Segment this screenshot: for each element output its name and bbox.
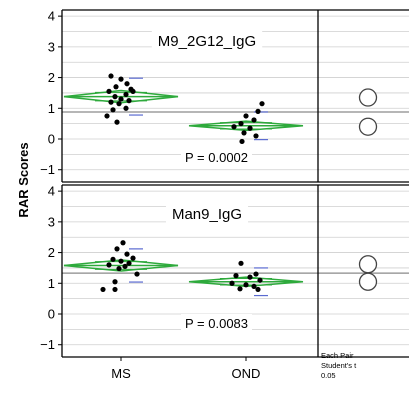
data-point-ms xyxy=(110,256,116,262)
comparison-note: Each Pair Student's t 0.05 xyxy=(321,351,357,380)
data-point-ond xyxy=(259,101,265,107)
data-point-ond xyxy=(255,286,261,293)
comparison-note-line-2: Student's t xyxy=(321,361,357,370)
y-tick-label: 2 xyxy=(48,70,55,85)
data-point-ms xyxy=(106,262,112,268)
data-point-ms xyxy=(123,91,129,98)
data-point-ms xyxy=(130,255,136,261)
panel-2: 4 3 2 1 0 −1 Man9_IgG P = 0.0083 xyxy=(40,184,409,361)
data-point-ond xyxy=(238,260,244,266)
data-point-ond xyxy=(251,117,257,123)
y-tick-label: 3 xyxy=(48,39,55,54)
data-point-ms xyxy=(100,286,106,293)
panel-1: 4 3 2 1 0 −1 M9_2G12_IgG P = 0.0002 xyxy=(40,9,409,183)
data-point-ond xyxy=(231,124,237,130)
data-point-ond xyxy=(233,273,239,279)
p-value-background xyxy=(181,314,253,333)
data-point-ms xyxy=(108,99,114,105)
comparison-circle-1 xyxy=(358,88,378,107)
comparison-note-line-3: 0.05 xyxy=(321,371,336,380)
y-tick-label: 1 xyxy=(48,276,55,291)
data-point-ms xyxy=(112,286,118,293)
data-point-ms xyxy=(126,260,132,266)
data-point-ms xyxy=(124,251,130,257)
data-point-ms xyxy=(113,84,119,90)
data-point-ond xyxy=(238,121,244,127)
y-tick-label: 0 xyxy=(48,132,55,147)
data-point-ms xyxy=(110,107,116,113)
p-value-label: P = 0.0083 xyxy=(185,316,248,331)
data-point-ms xyxy=(118,96,124,102)
comparison-circle-2 xyxy=(358,272,378,291)
data-point-ond xyxy=(243,282,249,288)
panel-title-background xyxy=(165,203,249,226)
data-point-ond xyxy=(247,274,253,280)
y-tick-label: 3 xyxy=(48,214,55,229)
x-axis: MS OND xyxy=(111,366,260,381)
panel-title: M9_2G12_IgG xyxy=(158,33,256,50)
y-tick-label: 2 xyxy=(48,245,55,260)
x-tick-label-ms: MS xyxy=(111,366,131,381)
chart-panels: 4 3 2 1 0 −1 M9_2G12_IgG P = 0.0002 4 3 2 1 0 −1 Man9_… xyxy=(40,9,409,361)
data-point-ms xyxy=(120,240,126,246)
data-point-ms xyxy=(118,76,124,82)
data-point-ond xyxy=(253,133,259,139)
data-point-ms xyxy=(130,88,136,94)
y-tick-label: 4 xyxy=(48,184,55,199)
x-tick-label-ond: OND xyxy=(232,366,261,381)
data-point-ond xyxy=(247,125,253,131)
data-point-ms xyxy=(104,113,110,119)
data-point-ms xyxy=(108,73,114,79)
data-point-ms xyxy=(112,94,118,100)
data-point-ond xyxy=(229,280,235,286)
data-point-ond xyxy=(239,138,245,145)
data-point-ms xyxy=(124,81,130,87)
data-point-ms xyxy=(116,265,122,272)
data-point-ms xyxy=(112,279,118,285)
data-point-ond xyxy=(255,108,261,114)
data-point-ond xyxy=(253,271,259,277)
data-point-ms xyxy=(114,246,120,252)
y-tick-label: 0 xyxy=(48,307,55,322)
data-point-ms xyxy=(123,105,129,111)
data-point-ms xyxy=(134,271,140,277)
y-tick-label: 4 xyxy=(48,9,55,24)
p-value-background xyxy=(181,148,253,167)
comparison-note-line-1: Each Pair xyxy=(321,351,354,360)
data-point-ond xyxy=(257,277,263,283)
p-value-label: P = 0.0002 xyxy=(185,150,248,165)
data-point-ond xyxy=(241,130,247,136)
y-tick-label: −1 xyxy=(40,162,55,177)
panel-title-background xyxy=(151,30,263,53)
data-point-ond xyxy=(237,286,243,292)
data-point-ms xyxy=(122,263,128,269)
data-point-ms xyxy=(114,119,120,125)
comparison-circle-2 xyxy=(358,117,378,136)
data-point-ms xyxy=(106,88,112,94)
data-point-ms xyxy=(126,98,132,104)
data-point-ond xyxy=(243,113,249,119)
y-axis-label: RAR Scores xyxy=(16,142,31,217)
comparison-circle-1 xyxy=(358,255,378,274)
y-tick-label: −1 xyxy=(40,337,55,352)
panel-title: Man9_IgG xyxy=(172,206,242,223)
data-point-ond xyxy=(251,283,257,289)
y-tick-label: 1 xyxy=(48,101,55,116)
data-point-ms xyxy=(118,258,124,264)
data-point-ms xyxy=(116,101,122,107)
